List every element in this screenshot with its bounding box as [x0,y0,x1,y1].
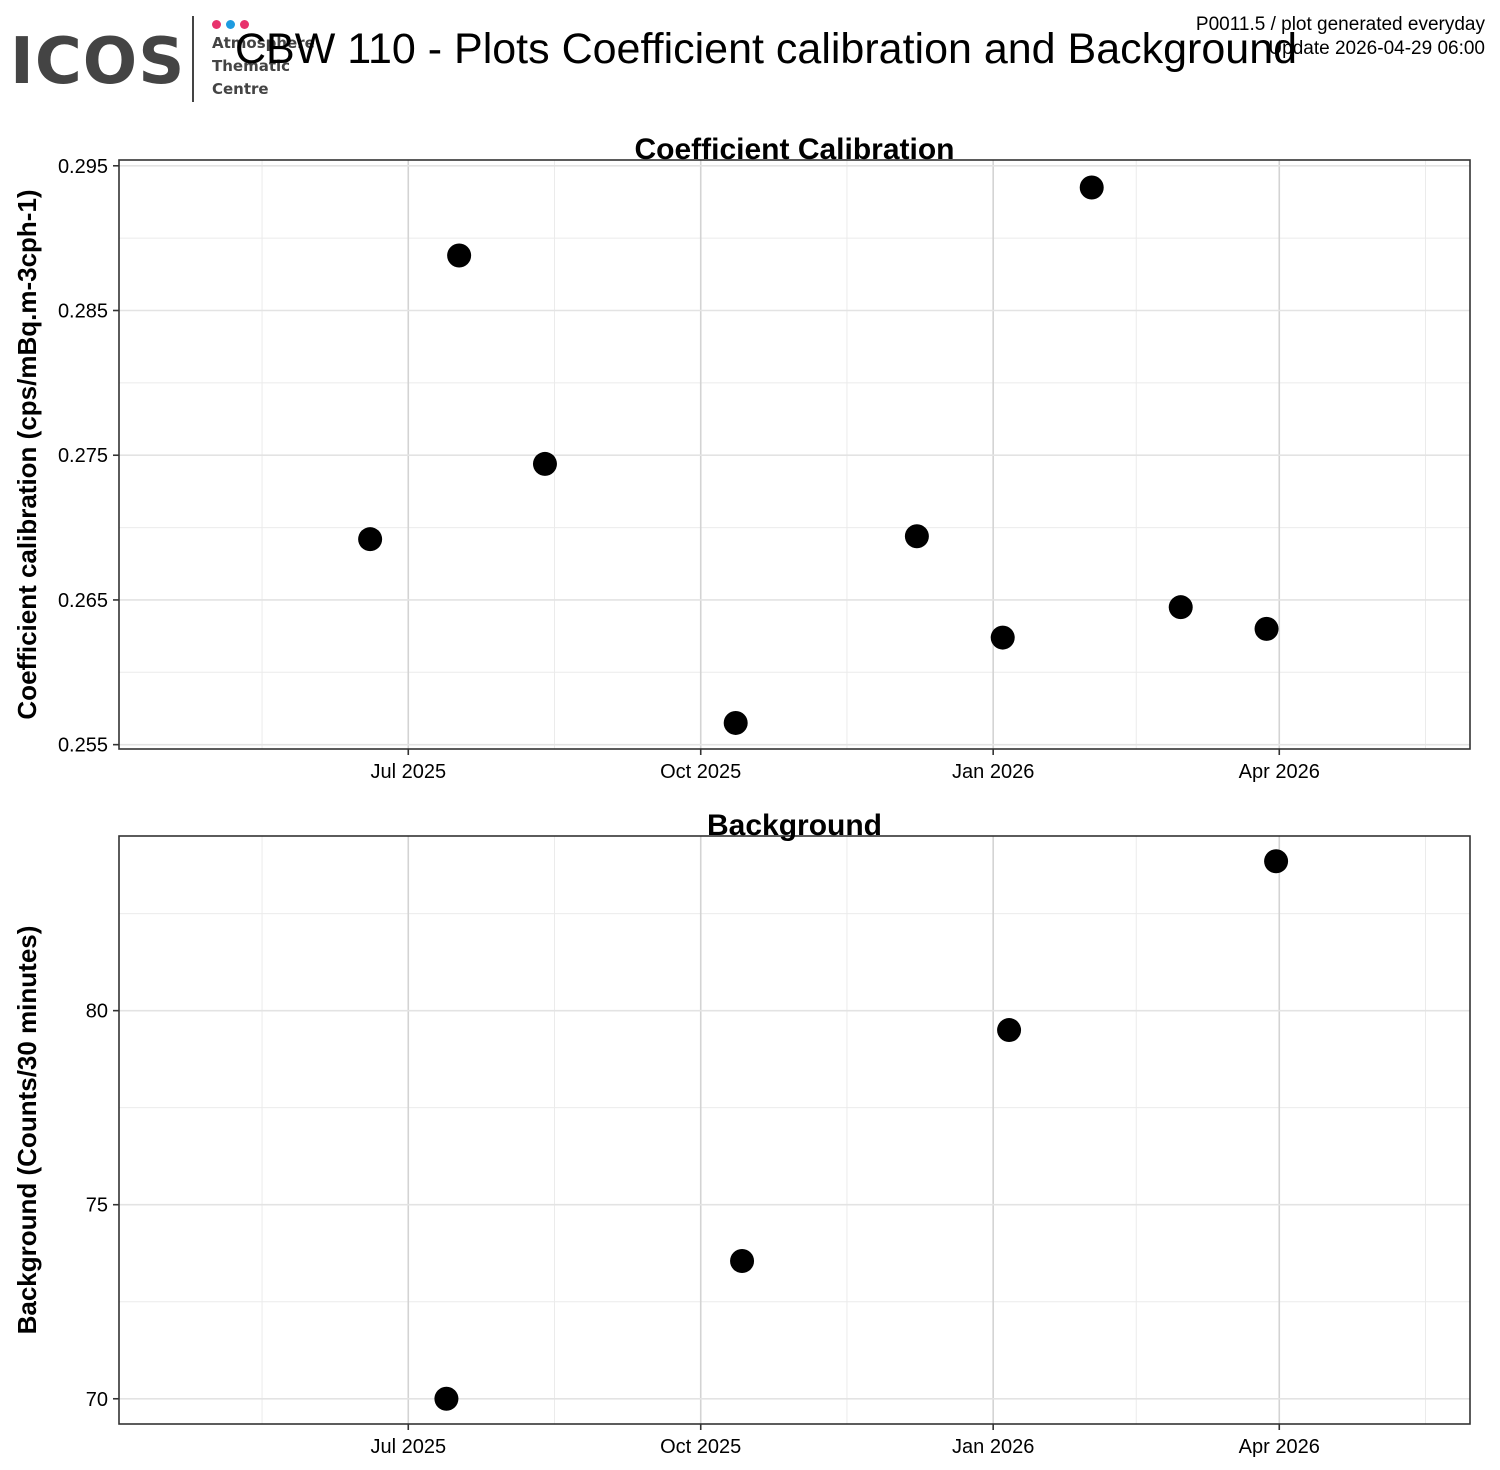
panel-title: Coefficient Calibration [634,133,954,166]
update-timestamp: Update 2026-04-29 06:00 [1268,38,1485,59]
x-tick-label: Jan 2026 [952,761,1034,783]
x-tick-label: Apr 2026 [1239,761,1320,783]
logo-divider [192,16,194,102]
y-tick-label: 0.285 [58,301,108,323]
x-tick-label: Jan 2026 [952,1436,1034,1458]
data-point [447,243,472,268]
logo-dot [212,20,221,29]
logo-subtitle-line: Atmosphere [212,34,315,52]
data-point [434,1386,459,1411]
y-tick-label: 0.295 [58,156,108,178]
data-point [990,625,1015,650]
x-tick-label: Oct 2025 [660,1436,741,1458]
panel-title: Background [707,809,882,842]
logo-text: ICOS [10,25,186,99]
x-tick-label: Apr 2026 [1239,1436,1320,1458]
y-tick-label: 0.275 [58,445,108,467]
update-info: P0011.5 / plot generated everyday Update… [1196,13,1485,61]
logo-dots [212,16,254,34]
page-title: CBW 110 - Plots Coefficient calibration … [235,25,1298,73]
data-point [532,451,557,476]
logo-subtitle-line: Centre [212,80,269,98]
data-point [904,524,929,549]
logo-dot [240,20,249,29]
data-point [358,527,383,552]
y-tick-label: 70 [86,1389,108,1411]
y-tick-label: 80 [86,1001,108,1023]
y-axis-label: Background (Counts/30 minutes) [12,926,42,1335]
data-point [1254,616,1279,641]
data-point [723,710,748,735]
x-tick-label: Jul 2025 [370,1436,446,1458]
y-tick-label: 75 [86,1195,108,1217]
data-point [1168,595,1193,620]
y-axis-label: Coefficient calibration (cps/mBq.m-3cph-… [12,189,42,719]
data-point [1079,175,1104,200]
logo-dot [226,20,235,29]
data-point [730,1248,755,1273]
plot-background [119,836,1470,1424]
x-tick-label: Jul 2025 [370,761,446,783]
logo-subtitle-line: Thematic [212,57,291,75]
data-point [1264,849,1289,874]
x-tick-label: Oct 2025 [660,761,741,783]
plot-border [118,835,1471,1425]
data-point [997,1018,1022,1043]
logo-subtitle: Atmosphere Thematic Centre [212,32,315,101]
y-tick-label: 0.255 [58,735,108,757]
icos-logo: ICOS Atmosphere Thematic Centre [10,14,330,106]
y-tick-label: 0.265 [58,590,108,612]
generation-note: P0011.5 / plot generated everyday [1195,14,1485,35]
